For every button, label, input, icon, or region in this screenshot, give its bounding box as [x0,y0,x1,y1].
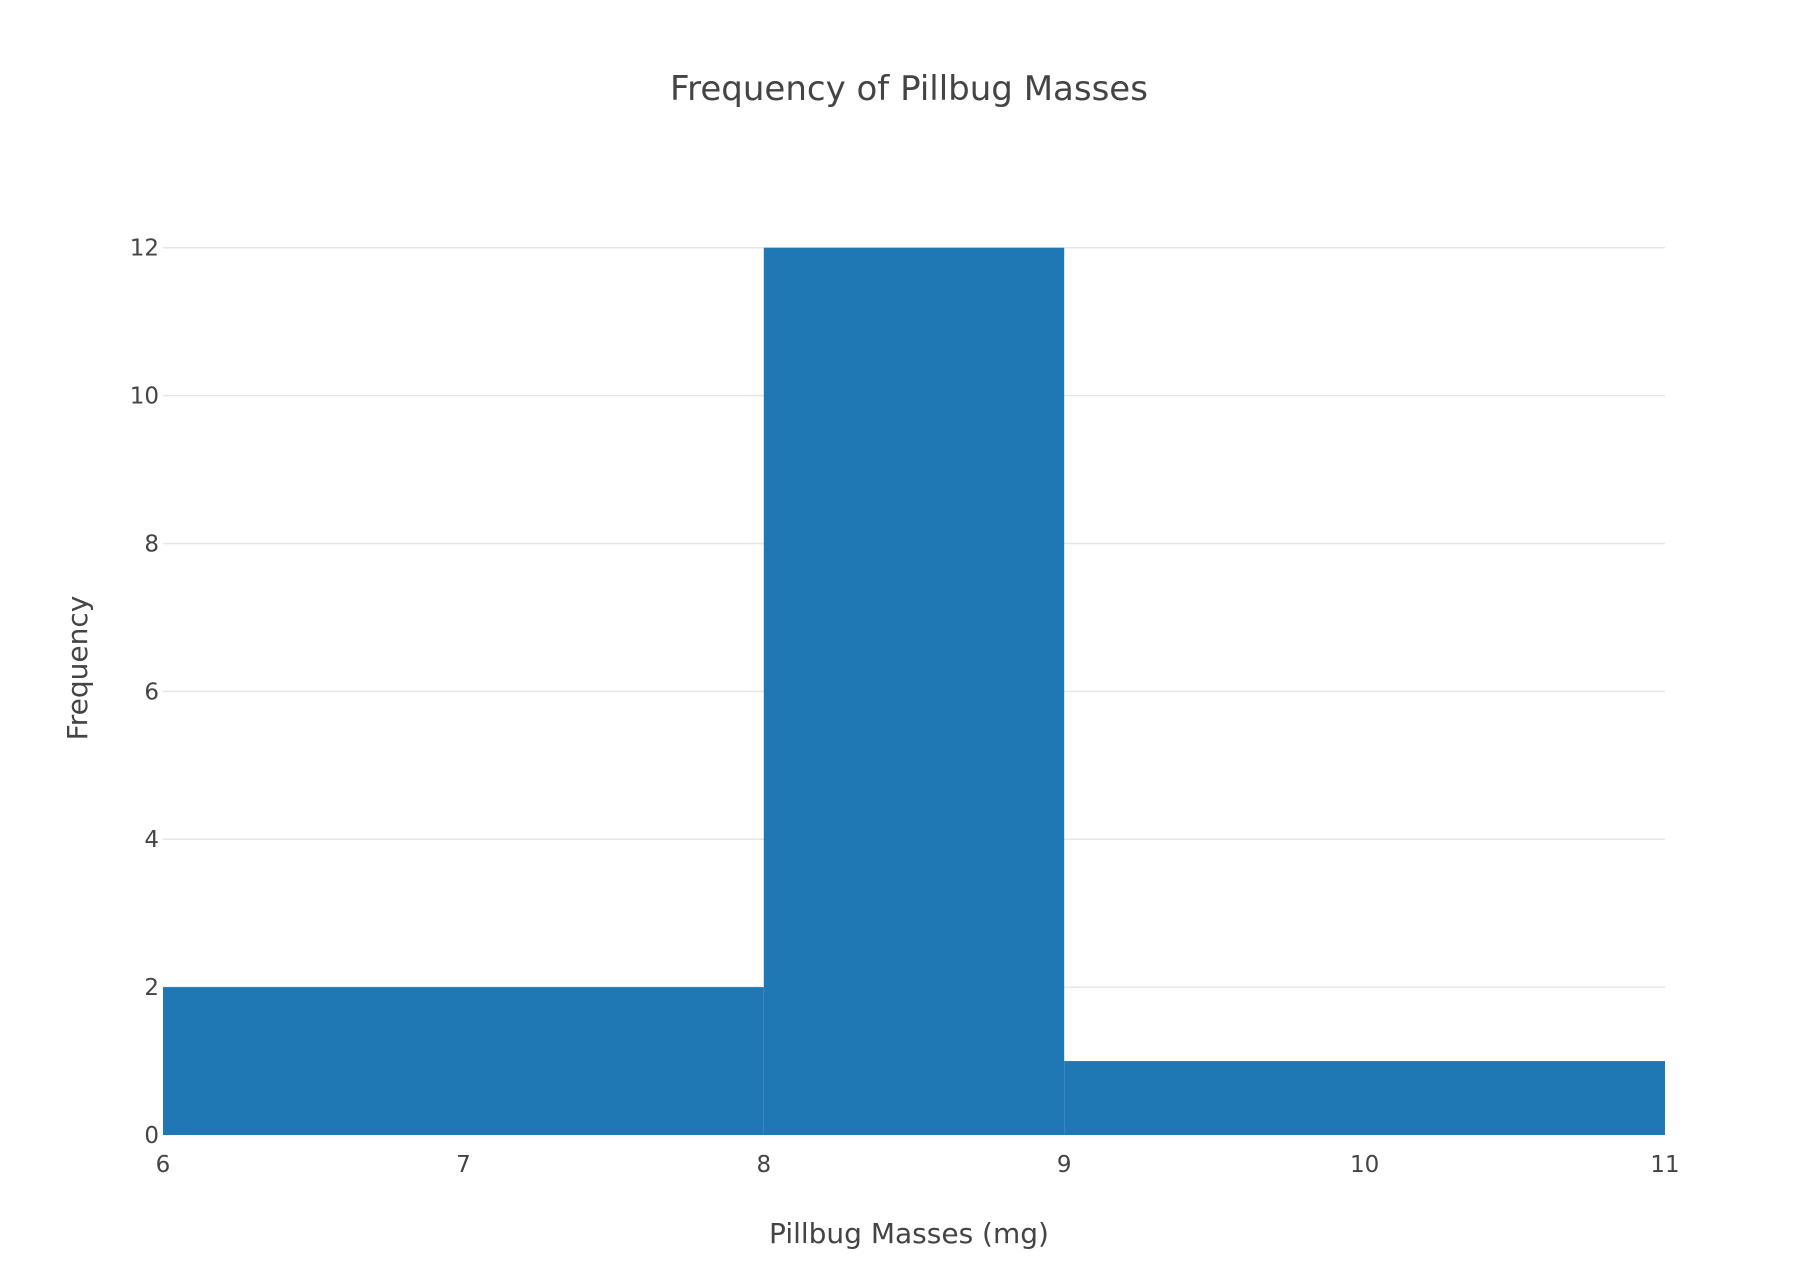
histogram-bar-1 [763,247,1065,1135]
histogram-bars [163,247,1665,1135]
x-tick-label-3: 9 [1057,1152,1072,1178]
x-tick-label-5: 11 [1650,1152,1679,1178]
x-tick-label-0: 6 [156,1152,171,1178]
y-tick-label-0: 0 [144,1123,159,1149]
y-tick-label-3: 6 [144,679,159,705]
y-tick-label-2: 4 [144,827,159,853]
histogram-bar-2 [1064,1061,1665,1135]
x-tick-label-1: 7 [456,1152,471,1178]
chart-title: Frequency of Pillbug Masses [670,69,1148,109]
x-tick-label-2: 8 [756,1152,771,1178]
x-axis-ticks: 6 7 8 9 10 11 [156,1152,1680,1178]
y-axis-ticks: 0 2 4 6 8 10 12 [130,236,159,1149]
y-tick-label-4: 8 [144,531,159,557]
y-tick-label-6: 12 [130,236,159,262]
y-tick-label-1: 2 [144,975,159,1001]
y-tick-label-5: 10 [130,384,159,410]
histogram-bar-0 [163,987,764,1135]
y-axis-title: Frequency [61,596,94,741]
x-axis-title: Pillbug Masses (mg) [769,1217,1049,1250]
x-tick-label-4: 10 [1350,1152,1379,1178]
